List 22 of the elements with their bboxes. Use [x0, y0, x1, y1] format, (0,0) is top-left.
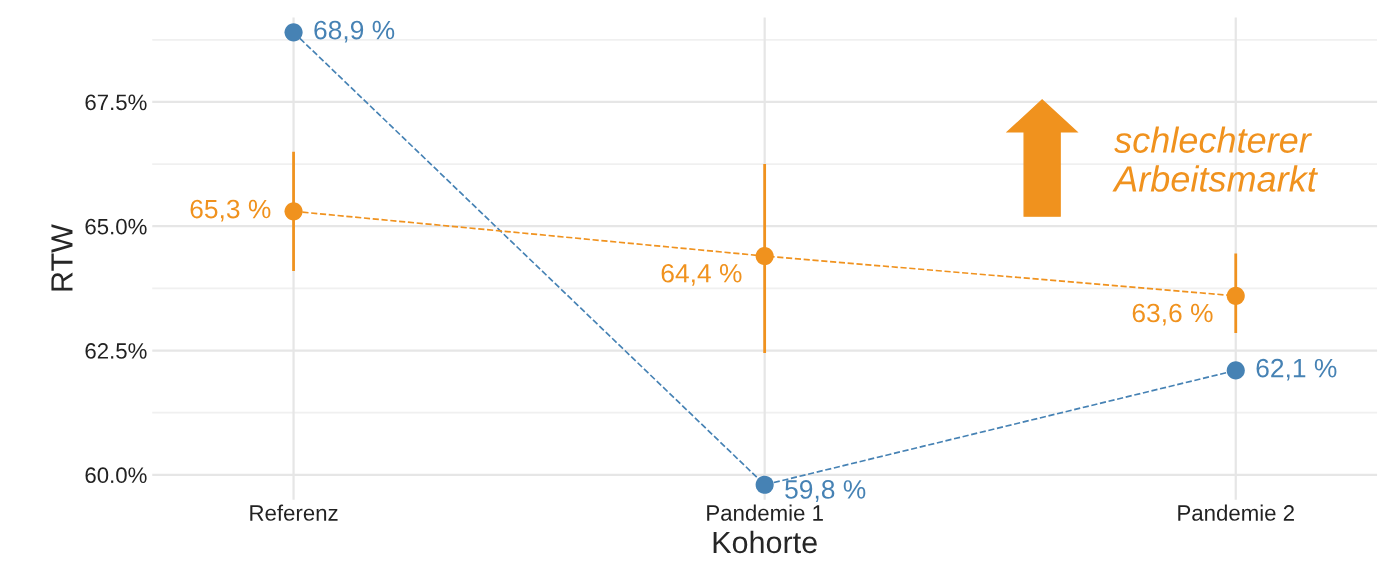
annotation: schlechterer Arbeitsmarkt	[1112, 126, 1319, 192]
data-label: 68,9 %	[314, 20, 395, 43]
data-label: 62,1 %	[1256, 358, 1337, 381]
point	[1226, 286, 1245, 305]
point	[284, 202, 303, 221]
y-tick-label: 65.0%	[85, 218, 147, 235]
x-tick-label: Referenz	[250, 504, 338, 521]
data-label: 63,6 %	[1132, 303, 1213, 326]
x-axis-title: Kohorte	[713, 530, 817, 554]
point	[284, 23, 303, 42]
data-label: 65,3 %	[190, 199, 271, 222]
y-tick-label: 60.0%	[85, 467, 147, 484]
x-tick-label: Pandemie 1	[707, 504, 823, 521]
point	[755, 247, 774, 266]
point	[755, 475, 774, 494]
y-axis-title: RTW	[51, 224, 73, 291]
y-tick-label: 62.5%	[85, 343, 147, 359]
x-tick-label: Pandemie 2	[1178, 504, 1294, 521]
y-tick-label: 67.5%	[85, 94, 147, 111]
data-label: 64,4 %	[661, 263, 742, 286]
data-label: 59,8 %	[785, 480, 866, 502]
point	[1226, 361, 1245, 380]
